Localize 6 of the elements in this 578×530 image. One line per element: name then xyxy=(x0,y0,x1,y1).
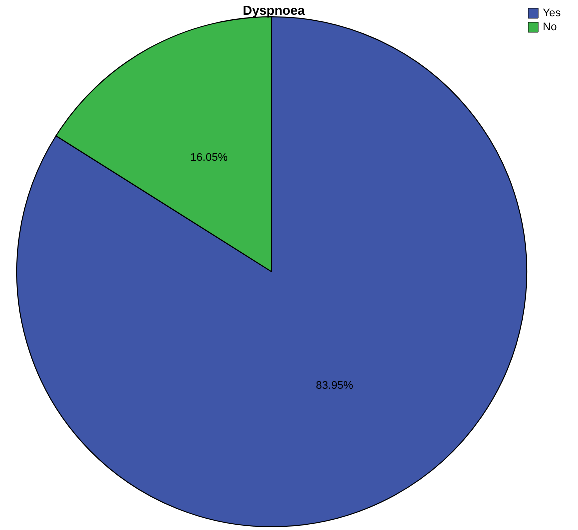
legend-label: No xyxy=(543,22,558,34)
data-label: 16.05% xyxy=(190,152,228,164)
data-label: 83.95% xyxy=(316,380,354,392)
pie-slice xyxy=(16,16,528,528)
chart-title: Dyspnoea xyxy=(242,3,306,18)
legend-label: Yes xyxy=(543,8,562,20)
